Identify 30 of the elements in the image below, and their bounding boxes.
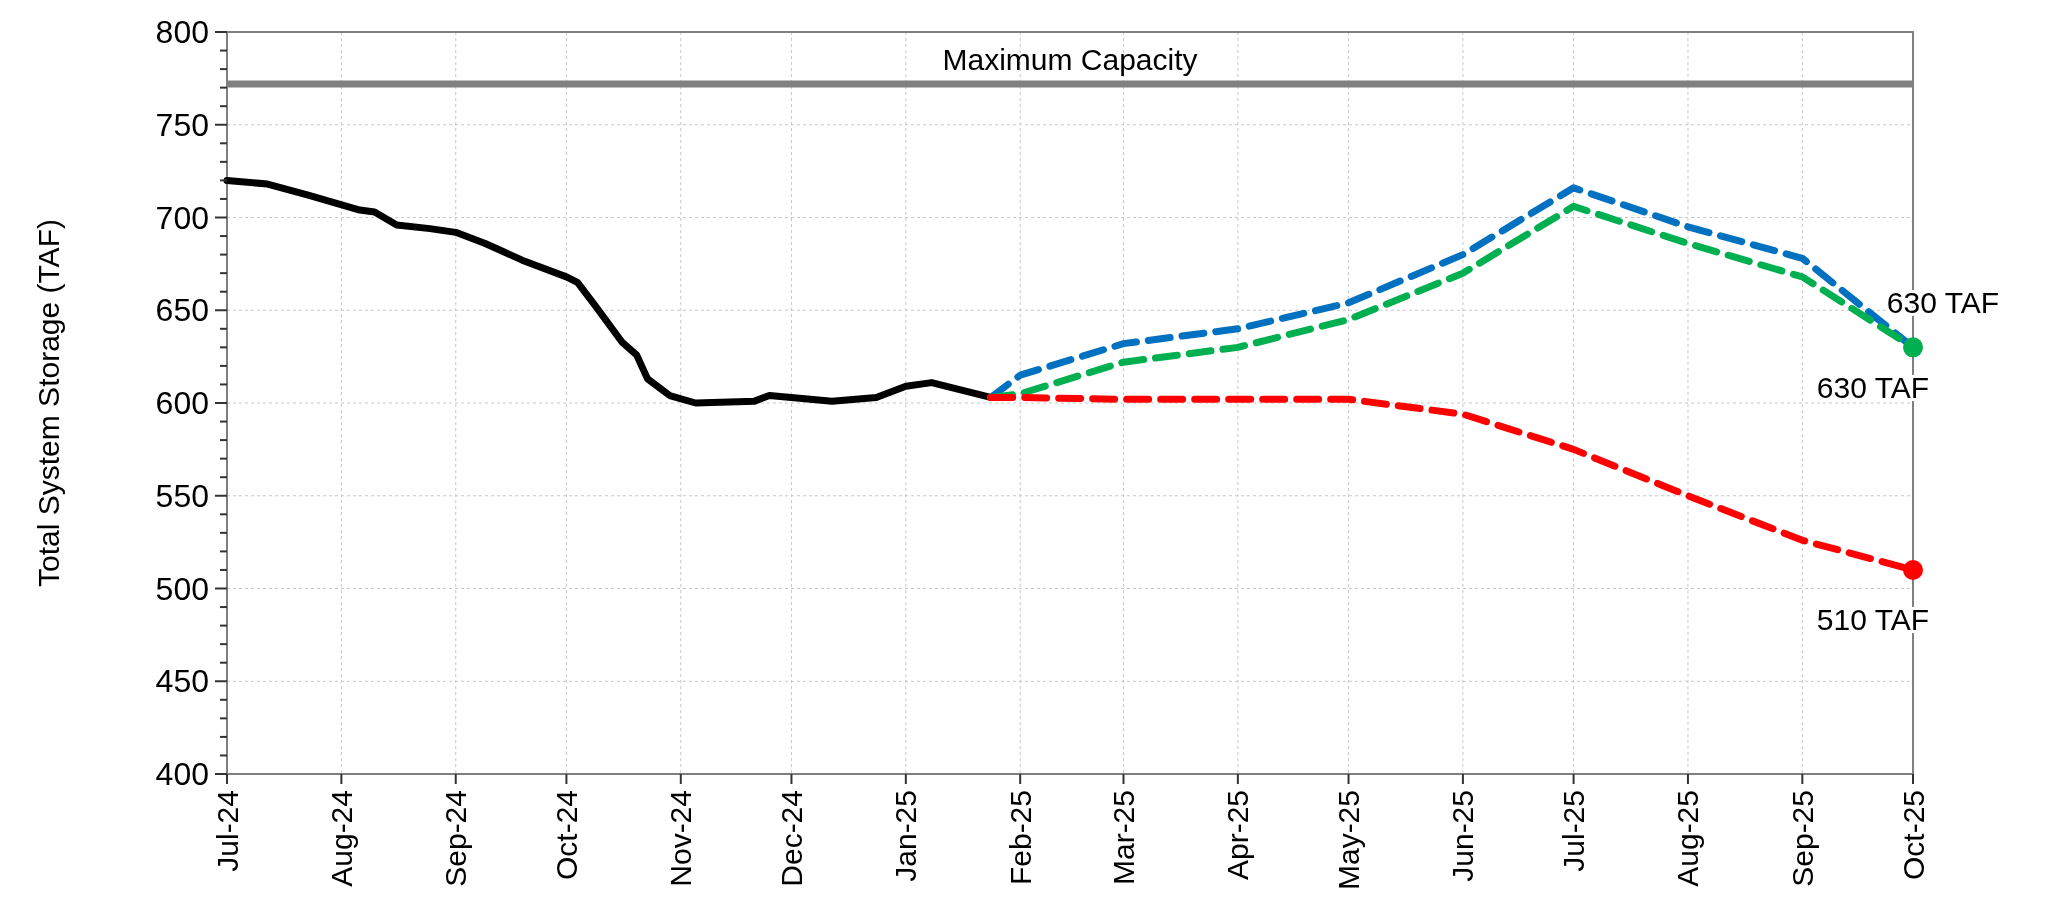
- x-tick-label: Jun-25: [1446, 790, 1480, 882]
- x-tick-label: Nov-24: [664, 790, 698, 887]
- x-tick-label: Sep-25: [1785, 790, 1819, 887]
- x-tick-label: Oct-24: [549, 790, 583, 881]
- x-tick-label: May-25: [1332, 790, 1366, 891]
- y-tick-label: 450: [155, 663, 209, 700]
- x-tick-label: Apr-25: [1221, 790, 1255, 881]
- y-tick-label: 600: [155, 385, 209, 422]
- x-tick-label: Jan-25: [889, 790, 923, 882]
- y-tick-label: 400: [155, 756, 209, 793]
- x-tick-label: Dec-24: [774, 790, 808, 887]
- x-tick-label: Jul-25: [1557, 790, 1591, 872]
- x-tick-label: Oct-25: [1896, 790, 1930, 881]
- y-tick-label: 550: [155, 477, 209, 514]
- y-tick-label: 700: [155, 199, 209, 236]
- y-axis-title: Total System Storage (TAF): [31, 219, 65, 587]
- y-tick-label: 650: [155, 292, 209, 329]
- x-tick-label: Mar-25: [1106, 790, 1140, 886]
- y-tick-label: 500: [155, 570, 209, 607]
- x-tick-label: Aug-24: [324, 790, 358, 887]
- x-tick-label: Sep-24: [439, 790, 473, 887]
- ref-line-label: Maximum Capacity: [942, 42, 1198, 76]
- x-tick-label: Feb-25: [1003, 790, 1037, 886]
- annotation: 630 TAF: [1886, 285, 2000, 319]
- x-tick-label: Aug-25: [1671, 790, 1705, 887]
- annotation: 510 TAF: [1816, 603, 1930, 637]
- y-tick-label: 800: [155, 14, 209, 51]
- x-tick-label: Jul-24: [210, 790, 244, 872]
- y-tick-label: 750: [155, 106, 209, 143]
- annotation: 630 TAF: [1816, 370, 1930, 404]
